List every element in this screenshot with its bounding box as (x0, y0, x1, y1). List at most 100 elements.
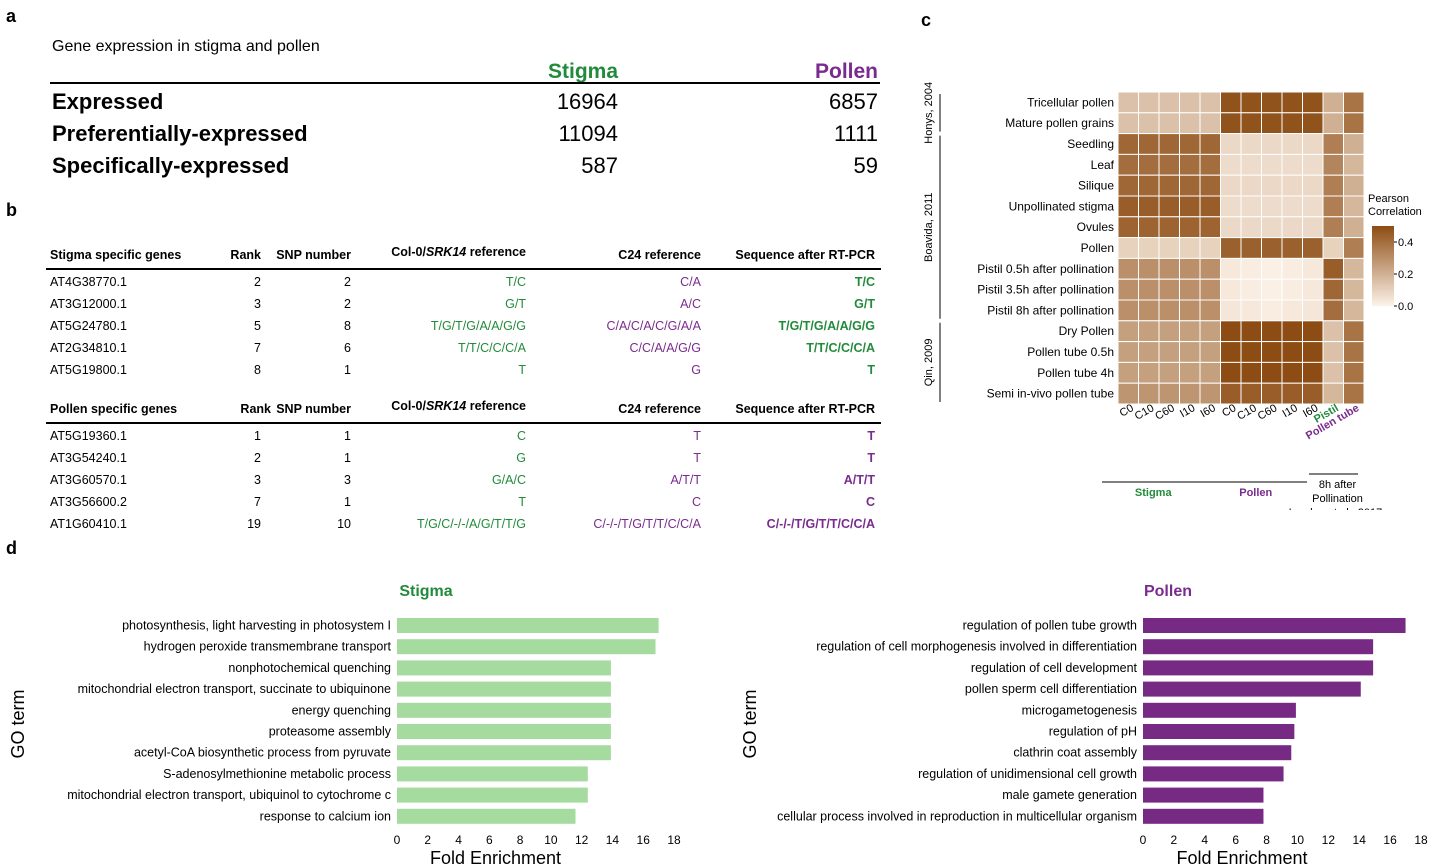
header-gene: Stigma specific genes (50, 248, 182, 262)
heatmap-cell (1199, 237, 1221, 259)
x-tick-label: 4 (1201, 833, 1208, 847)
heatmap-row-label: Tricellular pollen (1027, 95, 1114, 109)
heatmap-cell (1281, 382, 1303, 405)
heatmap-cell (1240, 112, 1262, 135)
heatmap-cell (1138, 299, 1160, 322)
row-group-label: Qin, 2009 (923, 339, 935, 387)
category-label: S-adenosylmethionine metabolic process (163, 767, 391, 781)
header-gene: Pollen specific genes (50, 402, 178, 416)
bar (397, 745, 611, 761)
col0-reference: T/T/C/C/C/A (457, 341, 526, 355)
heatmap-cell (1302, 195, 1324, 218)
category-label: proteasome assembly (269, 725, 392, 739)
heatmap-cell (1138, 91, 1160, 114)
heatmap-row-label: Pollen tube 0.5h (1027, 345, 1114, 359)
heatmap-cell (1343, 133, 1365, 155)
heatmap-cell (1158, 257, 1180, 280)
heatmap-cell (1179, 216, 1201, 239)
table-row: Preferentially-expressed 11094 1111 (50, 121, 880, 153)
heatmap-cell (1138, 320, 1160, 343)
heatmap-cell (1240, 91, 1262, 114)
heatmap-cell (1138, 153, 1160, 176)
rank-value: 5 (254, 319, 261, 333)
heatmap-cell (1179, 278, 1201, 301)
category-label: regulation of cell development (971, 661, 1138, 675)
category-label: nonphotochemical quenching (228, 661, 391, 675)
heatmap-cell (1240, 133, 1262, 155)
heatmap-cell (1343, 237, 1365, 259)
heatmap-cell (1322, 320, 1344, 343)
rank-value: 1 (254, 429, 261, 443)
pollen-count: 6857 (829, 89, 878, 114)
heatmap-cell (1199, 112, 1221, 135)
category-label: regulation of pollen tube growth (963, 619, 1137, 633)
heatmap-column-label: I60 (1199, 402, 1218, 420)
gene-id: AT1G60410.1 (50, 517, 127, 531)
heatmap-cell (1240, 257, 1262, 280)
heatmap-cell (1302, 91, 1324, 114)
rank-value: 7 (254, 341, 261, 355)
heatmap-cell (1199, 278, 1221, 301)
legend-tick-label: 0.2 (1398, 269, 1413, 281)
heatmap-row-label: Semi in-vivo pollen tube (987, 387, 1115, 401)
heatmap-cell (1302, 341, 1324, 363)
bar (397, 766, 588, 782)
heatmap-cell (1322, 91, 1344, 114)
heatmap-cell (1220, 216, 1242, 239)
col0-reference: T/G/C/-/-/A/G/T/T/G (416, 517, 526, 531)
gene-id: AT3G60570.1 (50, 473, 127, 487)
heatmap-cell (1117, 341, 1139, 363)
panel-label-d: d (6, 538, 17, 558)
heatmap-cell (1302, 257, 1324, 280)
heatmap-cell (1199, 257, 1221, 280)
heatmap-cell (1117, 237, 1139, 259)
heatmap-cell (1179, 174, 1201, 197)
heatmap-cell (1117, 257, 1139, 280)
heatmap-cell (1240, 341, 1262, 363)
x-tick-label: 2 (1171, 833, 1178, 847)
x-tick-label: 18 (667, 833, 681, 847)
bar (1143, 745, 1292, 761)
x-axis-label: Fold Enrichment (1176, 848, 1307, 866)
heatmap-cell (1261, 216, 1283, 239)
rank-value: 2 (254, 451, 261, 465)
heatmap-cell (1240, 237, 1262, 259)
pollen-go-bar-chart: Pollen regulation of pollen tube growth re… (740, 583, 1428, 866)
heatmap-cell (1220, 153, 1242, 176)
heatmap-row-label: Pistil 3.5h after pollination (977, 283, 1114, 297)
heatmap-cell (1281, 361, 1303, 384)
heatmap-cell (1117, 299, 1139, 322)
col0-reference: G/T (505, 297, 526, 311)
heatmap-cell (1179, 341, 1201, 363)
heatmap-column-label: C0 (1118, 402, 1136, 419)
c24-reference: T (693, 451, 701, 465)
snp-count: 2 (344, 275, 351, 289)
c24-reference: C/A (680, 275, 701, 289)
heatmap-cell (1117, 174, 1139, 197)
header-sequence: Sequence after RT-PCR (735, 248, 875, 262)
heatmap-cell (1158, 278, 1180, 301)
heatmap-cell (1199, 320, 1221, 343)
heatmap-cell (1240, 382, 1262, 405)
x-tick-label: 6 (1232, 833, 1239, 847)
heatmap-cell (1158, 299, 1180, 322)
heatmap-cell (1261, 133, 1283, 155)
rank-value: 8 (254, 363, 261, 377)
pollen-genes-header: Pollen specific genes Rank SNP number Co… (46, 399, 881, 424)
gene-id: AT5G19360.1 (50, 429, 127, 443)
header-c24: C24 reference (618, 248, 701, 262)
heatmap-cell (1240, 320, 1262, 343)
rtpcr-sequence: T (867, 451, 875, 465)
heatmap-row-label: Pistil 0.5h after pollination (977, 262, 1114, 276)
heatmap-cell (1220, 91, 1242, 114)
table-row: AT5G24780.1 5 8 T/G/T/G/A/A/G/G C/A/C/A/C/G/… (46, 319, 881, 341)
bar (1143, 618, 1406, 633)
heatmap-cell (1220, 195, 1242, 218)
heatmap-cell (1220, 112, 1242, 135)
heatmap-cell (1117, 153, 1139, 176)
pollen-count: 59 (853, 153, 878, 178)
gene-id: AT3G56600.2 (50, 495, 127, 509)
heatmap-column-label: C60 (1153, 402, 1176, 422)
heatmap-cell (1179, 382, 1201, 405)
rtpcr-sequence: C (865, 495, 875, 509)
